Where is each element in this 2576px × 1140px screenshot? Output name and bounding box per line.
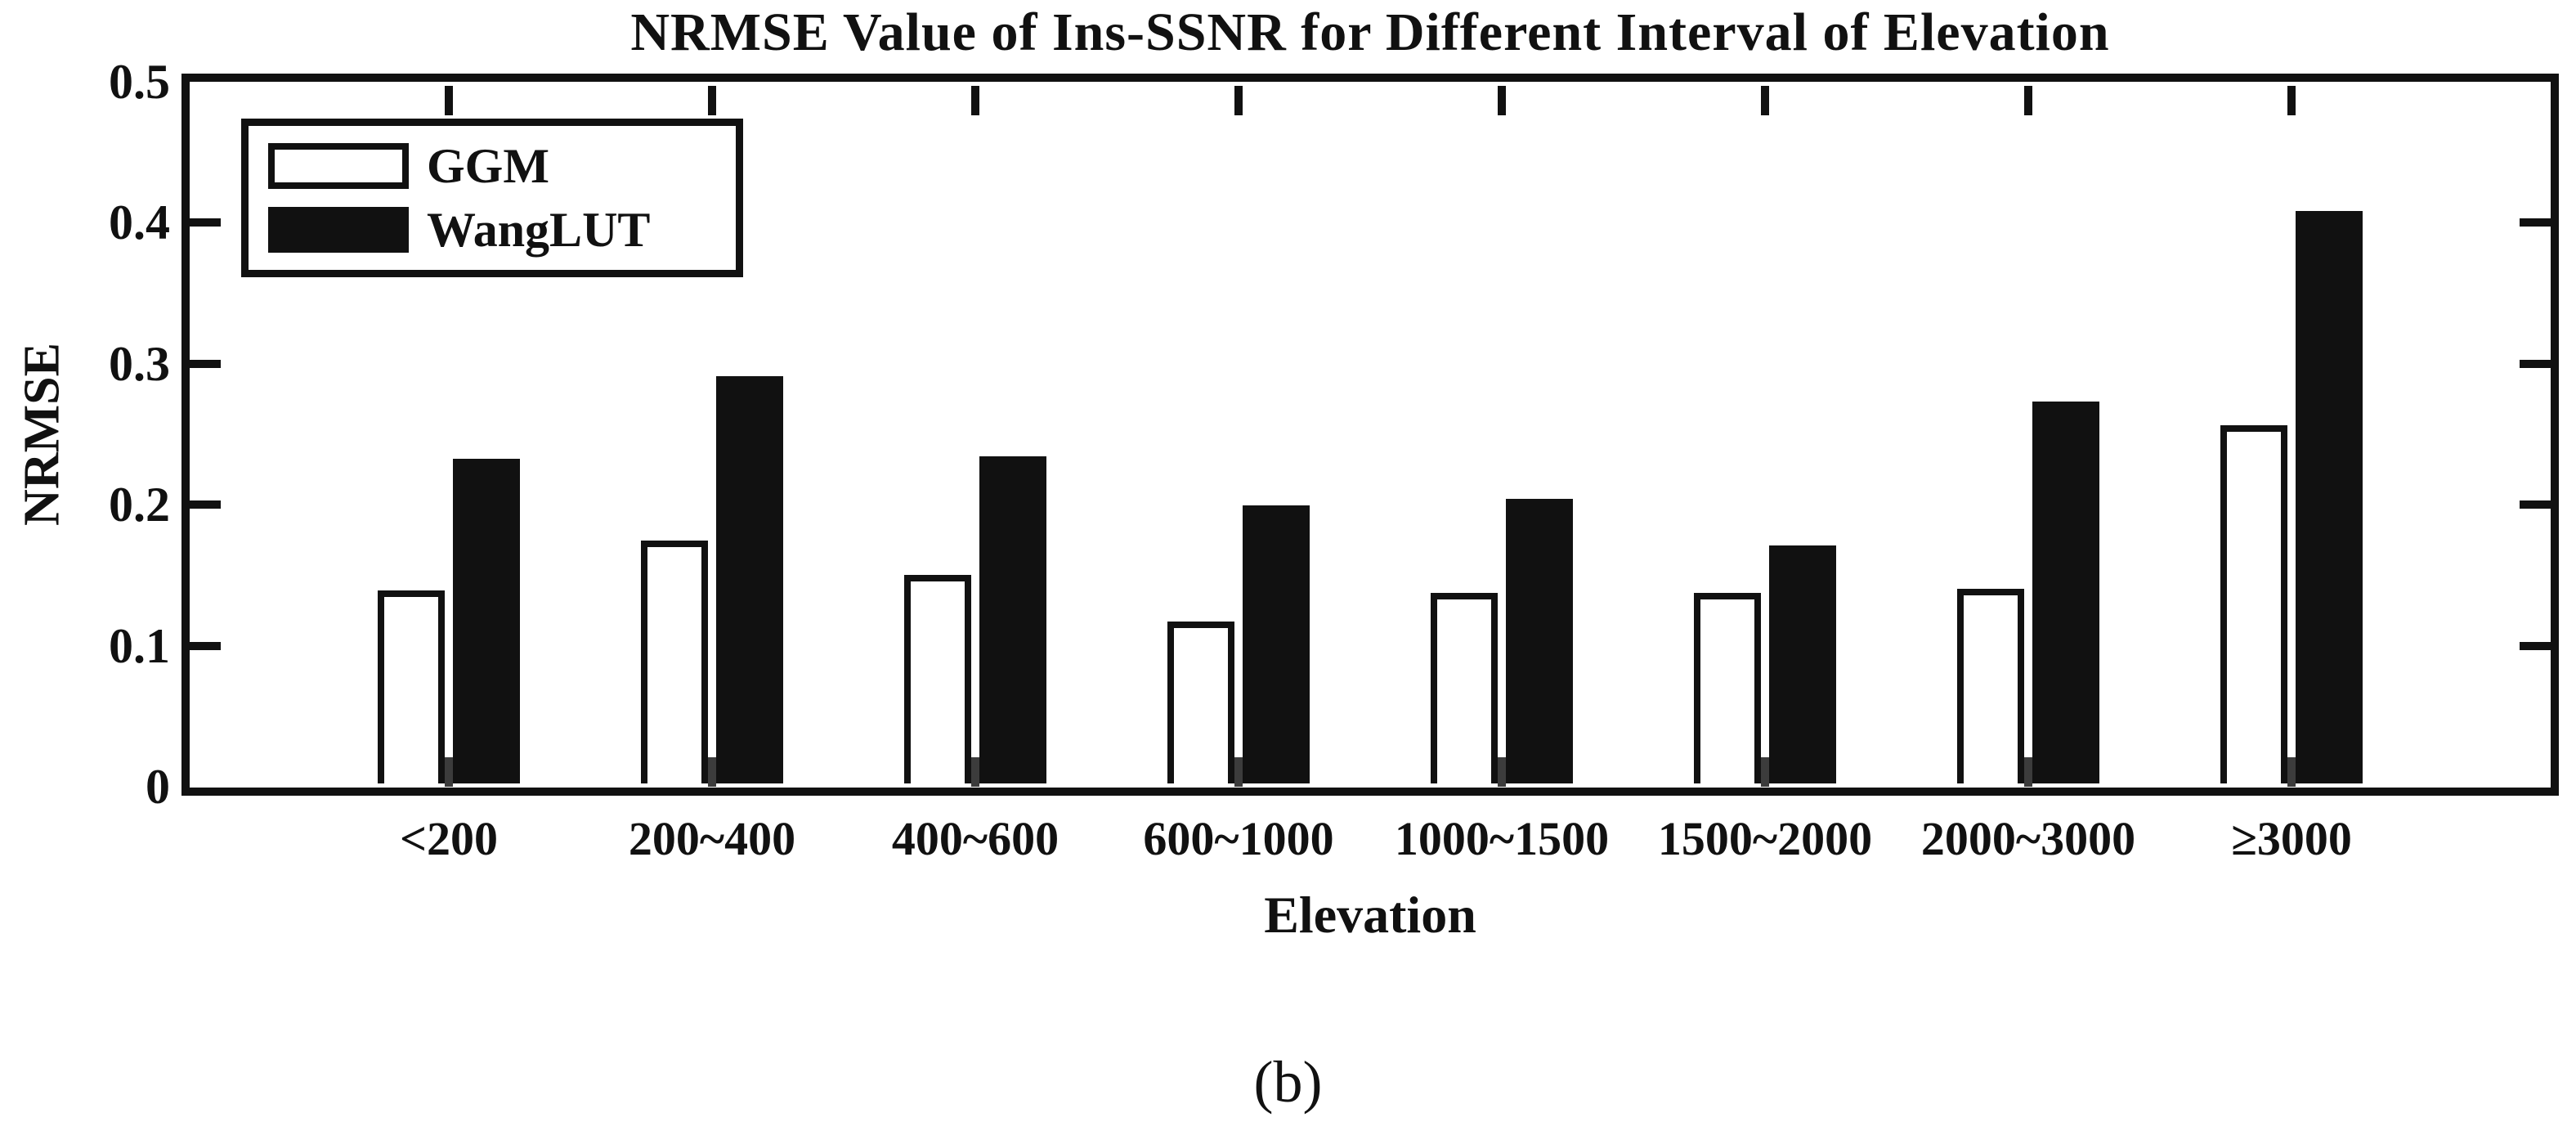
bar-wanglut-6 (1769, 545, 1836, 783)
bar-ggm-2 (641, 541, 708, 783)
bar-wanglut-1 (453, 459, 520, 783)
y-tick-left (190, 500, 221, 509)
legend-swatch-ggm (268, 142, 409, 189)
x-axis-label: Elevation (1264, 886, 1476, 944)
y-tick-right (2520, 641, 2551, 650)
y-tick-label: 0.5 (109, 55, 170, 109)
chart-title: NRMSE Value of Ins-SSNR for Different In… (630, 2, 2110, 62)
bar-wanglut-4 (1243, 505, 1310, 783)
x-tick-bottom (2024, 757, 2032, 787)
y-tick-left (190, 218, 221, 227)
y-tick-label: 0.3 (109, 336, 170, 391)
y-tick-label: 0.1 (109, 618, 170, 673)
x-tick-top (971, 86, 979, 115)
y-tick-label: 0.4 (109, 195, 170, 250)
y-tick-label: 0 (146, 760, 170, 814)
x-tick-top (2024, 86, 2032, 115)
x-tick-label: 1500~2000 (1657, 812, 1873, 865)
x-tick-top (1234, 86, 1243, 115)
x-tick-bottom (1761, 757, 1769, 787)
bar-ggm-1 (378, 590, 445, 783)
x-tick-label: 2000~3000 (1920, 812, 2136, 865)
legend-label-wanglut: WangLUT (427, 203, 651, 258)
x-tick-label: 400~600 (891, 812, 1060, 865)
x-tick-top (1498, 86, 1506, 115)
x-tick-label: ≥3000 (2231, 812, 2352, 865)
bar-ggm-5 (1431, 593, 1498, 783)
y-tick-right (2520, 500, 2551, 509)
bar-wanglut-3 (979, 456, 1046, 783)
legend-item-ggm: GGM (268, 141, 736, 191)
bar-ggm-6 (1694, 593, 1761, 783)
legend-swatch-wanglut (268, 207, 409, 254)
x-tick-label: 600~1000 (1143, 812, 1334, 865)
legend-item-wanglut: WangLUT (268, 205, 736, 254)
x-tick-bottom (2287, 757, 2296, 787)
bar-ggm-4 (1167, 622, 1234, 783)
subfigure-caption: (b) (1253, 1049, 1323, 1115)
bar-wanglut-8 (2296, 211, 2363, 783)
x-tick-top (708, 86, 716, 115)
legend: GGM WangLUT (241, 119, 743, 277)
y-tick-right (2520, 359, 2551, 368)
bar-ggm-7 (1957, 589, 2024, 783)
x-tick-top (2287, 86, 2296, 115)
x-tick-bottom (971, 757, 979, 787)
bar-ggm-3 (904, 575, 971, 783)
x-tick-bottom (1234, 757, 1243, 787)
bar-wanglut-2 (716, 376, 783, 783)
y-tick-right (2520, 218, 2551, 227)
bar-ggm-8 (2220, 425, 2287, 783)
bar-wanglut-5 (1506, 499, 1573, 783)
x-tick-label: 200~400 (628, 812, 796, 865)
y-tick-left (190, 359, 221, 368)
y-tick-left (190, 641, 221, 650)
x-tick-bottom (708, 757, 716, 787)
x-tick-label: <200 (399, 812, 499, 865)
x-tick-top (445, 86, 453, 115)
x-tick-label: 1000~1500 (1394, 812, 1610, 865)
x-tick-top (1761, 86, 1769, 115)
plot-area (181, 74, 2559, 796)
y-tick-label: 0.2 (109, 478, 170, 532)
bar-wanglut-7 (2032, 402, 2099, 783)
x-tick-bottom (1498, 757, 1506, 787)
legend-label-ggm: GGM (427, 138, 549, 193)
x-tick-bottom (445, 757, 453, 787)
